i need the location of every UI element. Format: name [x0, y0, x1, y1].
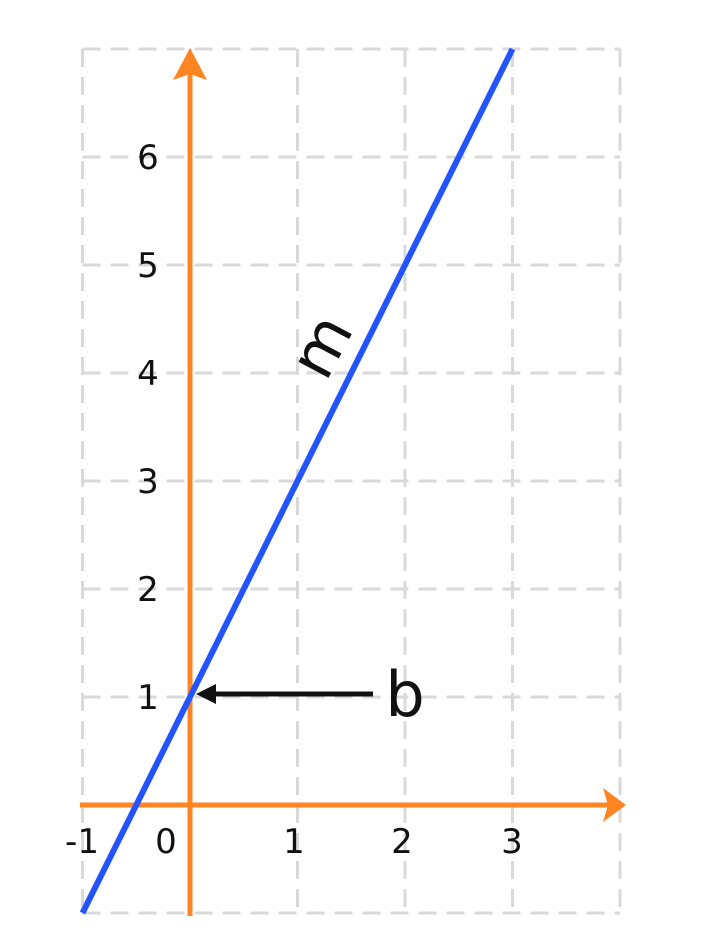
x-tick-label: 0: [155, 822, 177, 862]
x-tick-label: 3: [501, 822, 523, 862]
tick-labels: -1 0 1 2 3 1 2 3 4 5 6: [65, 138, 523, 862]
y-tick-label: 6: [137, 138, 159, 178]
grid: [81, 47, 622, 915]
x-tick-label: -1: [65, 822, 99, 862]
x-axis-arrowhead: [603, 788, 626, 822]
y-tick-label: 4: [137, 354, 159, 394]
slope-label: m: [275, 302, 368, 390]
y-tick-label: 2: [137, 570, 159, 610]
y-tick-label: 3: [137, 462, 159, 502]
y-tick-label: 5: [137, 246, 159, 286]
x-tick-label: 2: [391, 822, 413, 862]
series-line: [79, 47, 516, 915]
intercept-label: b: [385, 658, 424, 731]
x-tick-label: 1: [283, 822, 305, 862]
annotations: mb: [196, 302, 425, 731]
axes: [80, 48, 626, 916]
series-layer: [79, 47, 516, 915]
y-axis-arrowhead: [173, 48, 207, 80]
y-tick-label: 1: [137, 678, 159, 718]
